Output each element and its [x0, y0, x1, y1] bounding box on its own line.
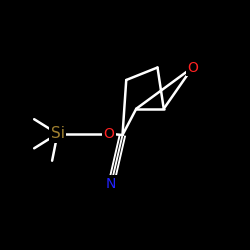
Text: O: O [103, 127, 114, 141]
Text: N: N [106, 177, 117, 191]
Text: O: O [187, 60, 198, 74]
Text: Si: Si [50, 126, 64, 141]
